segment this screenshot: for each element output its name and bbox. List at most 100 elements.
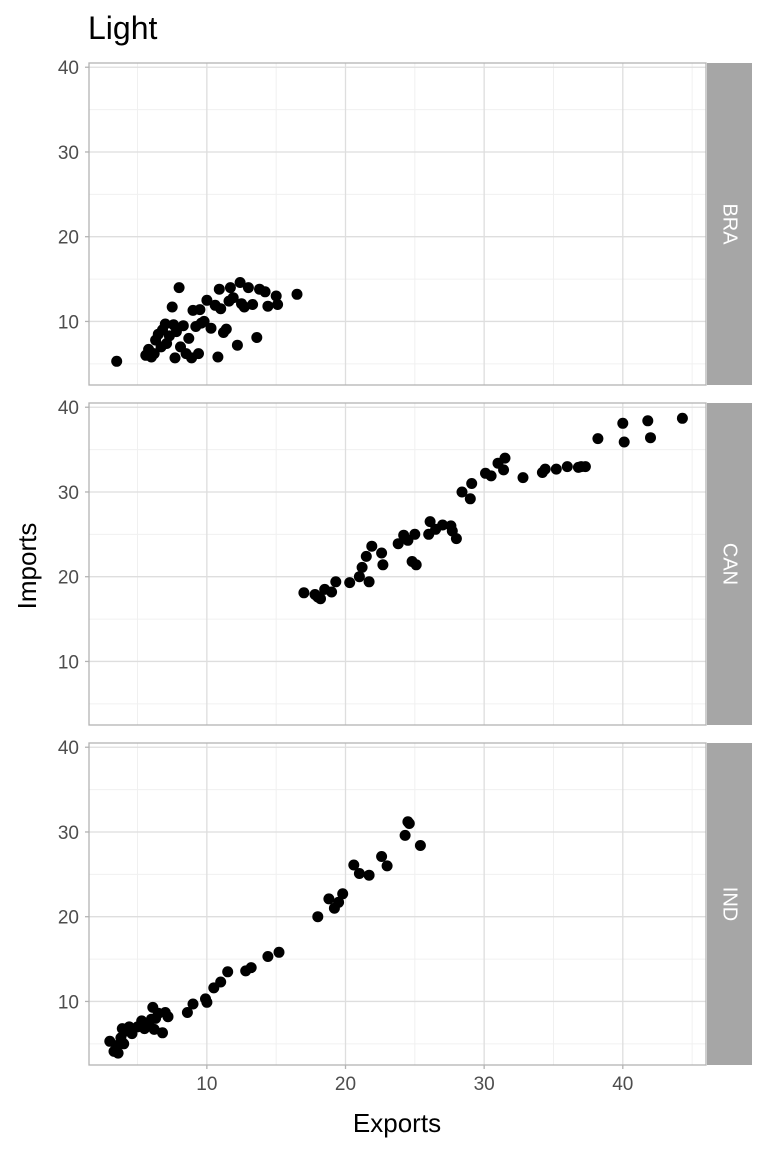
data-point: [238, 301, 250, 313]
facet-strip: [707, 403, 752, 725]
data-point: [312, 911, 324, 923]
data-point: [348, 859, 360, 871]
y-tick-label: 10: [58, 652, 79, 673]
y-tick-label: 40: [58, 738, 79, 759]
data-point: [231, 339, 243, 351]
data-point: [353, 868, 365, 879]
data-point: [181, 1007, 193, 1018]
data-point: [466, 478, 478, 489]
data-point: [112, 1047, 124, 1059]
data-point: [337, 888, 349, 900]
data-point: [162, 1011, 174, 1023]
data-point: [245, 962, 257, 974]
data-point: [173, 282, 185, 294]
data-point: [187, 998, 199, 1010]
data-point: [399, 829, 411, 841]
facet-panel-ind: 10 20 30 40 IND: [58, 738, 752, 1066]
data-point: [642, 415, 654, 427]
data-point: [166, 301, 178, 313]
facet-panels: 10 20 30 40 BRA 10 20 30 40 CAN 10 20 30 40 IND 10 20 30 4…: [58, 58, 752, 1095]
y-tick-label: 20: [58, 908, 79, 929]
data-point: [561, 461, 573, 473]
data-point: [194, 304, 206, 316]
y-tick-label: 30: [58, 823, 79, 844]
x-tick-label: 30: [474, 1074, 495, 1095]
data-point: [409, 528, 421, 540]
data-point: [183, 332, 195, 344]
data-point: [392, 538, 404, 550]
data-point: [344, 577, 356, 589]
data-point: [157, 1027, 168, 1039]
data-point: [215, 303, 227, 315]
data-point: [315, 593, 326, 605]
data-point: [220, 323, 232, 335]
data-point: [259, 286, 271, 298]
data-point: [201, 294, 213, 306]
data-point: [251, 332, 263, 343]
data-point: [111, 355, 123, 367]
data-point: [323, 893, 335, 905]
data-point: [424, 516, 436, 528]
data-point: [360, 550, 372, 562]
y-tick-label: 10: [58, 312, 79, 333]
x-tick-label: 40: [612, 1074, 633, 1095]
facet-strip: [707, 743, 752, 1065]
data-point: [414, 840, 426, 851]
data-point: [550, 463, 562, 475]
facet-strip-label: CAN: [719, 543, 741, 585]
data-point: [118, 1038, 130, 1050]
data-point: [148, 348, 160, 360]
data-point: [273, 946, 285, 958]
data-point: [270, 290, 282, 302]
panel-border: [88, 742, 707, 1066]
panel-background: [89, 63, 706, 385]
data-point: [193, 348, 204, 360]
data-point: [205, 322, 217, 334]
data-point: [464, 493, 476, 505]
data-point: [234, 277, 246, 288]
data-point: [539, 463, 551, 475]
data-point: [353, 571, 365, 583]
data-point: [437, 519, 449, 531]
data-point: [330, 576, 342, 588]
data-point: [618, 436, 630, 448]
y-tick-label: 20: [58, 228, 79, 249]
facet-strip: [707, 63, 752, 385]
facet-panel-can: 10 20 30 40 CAN: [58, 398, 752, 726]
data-point: [363, 869, 375, 881]
data-point: [676, 412, 688, 424]
data-point: [212, 351, 224, 363]
data-point: [517, 472, 529, 484]
data-point: [177, 320, 189, 332]
panel-background: [89, 403, 706, 725]
data-point: [227, 292, 239, 304]
data-point: [592, 433, 604, 445]
x-axis-title: Exports: [353, 1108, 441, 1138]
data-point: [272, 299, 284, 310]
data-point: [326, 586, 338, 598]
data-point: [485, 470, 497, 482]
data-point: [410, 559, 422, 571]
data-point: [242, 282, 254, 294]
data-point: [224, 282, 236, 294]
data-point: [499, 452, 511, 464]
data-point: [376, 547, 388, 559]
y-tick-label: 30: [58, 143, 79, 164]
panel-background: [89, 743, 706, 1065]
data-point: [222, 966, 234, 978]
data-point: [262, 951, 274, 962]
panel-border: [88, 62, 707, 386]
data-point: [148, 1023, 160, 1035]
data-point: [291, 288, 303, 300]
data-point: [298, 587, 310, 599]
data-point: [159, 318, 171, 330]
data-point: [617, 417, 629, 429]
facet-strip-label: BRA: [719, 203, 741, 245]
y-axis-title: Imports: [12, 523, 42, 610]
data-point: [198, 315, 210, 327]
facet-strip-label: IND: [719, 887, 741, 921]
data-point: [579, 461, 591, 473]
data-point: [363, 576, 375, 588]
x-tick-label: 20: [335, 1074, 356, 1095]
